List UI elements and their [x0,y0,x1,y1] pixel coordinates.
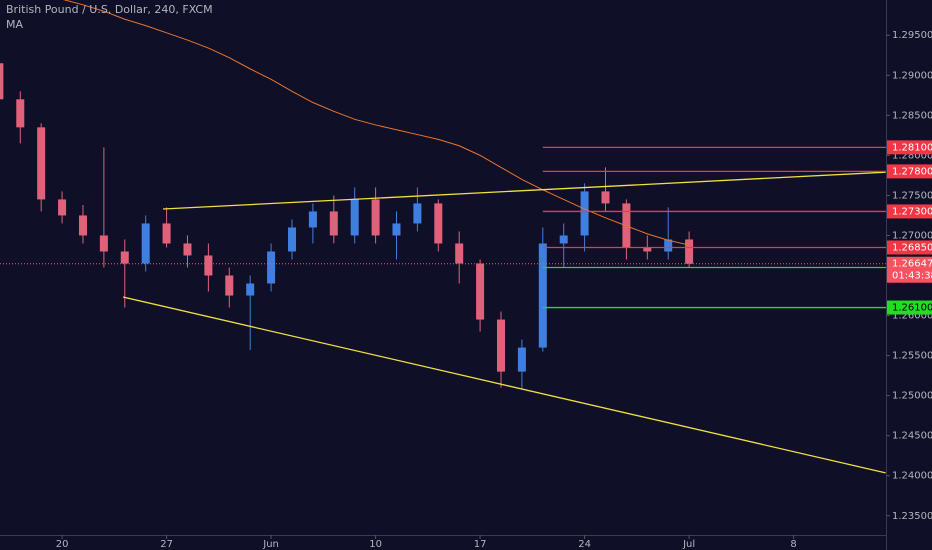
candle-body [685,239,694,264]
x-tick-label: 10 [369,539,382,550]
candle-body [225,275,234,296]
candle-body [643,247,652,252]
candle-body [58,199,67,216]
candle-body [267,251,276,284]
candle-body [141,223,150,264]
trend-line [122,296,886,474]
level-label: 1.26850 [892,242,932,253]
candle-body [371,199,380,236]
level-label-box [887,164,932,179]
level-label-box [887,140,932,155]
candle-body [434,203,443,244]
candle-body [538,243,547,348]
x-tick-label: 17 [474,539,487,550]
x-tick-label: 20 [56,539,69,550]
x-tick-label: 8 [790,539,796,550]
candle-body [392,223,401,236]
y-tick-label: 1.26000 [892,311,932,322]
candle-body [559,235,568,244]
candle-body [246,283,255,296]
y-tick-label: 1.25000 [892,391,932,402]
level-label: 1.27800 [892,166,932,177]
y-tick-label: 1.28000 [892,150,932,161]
level-label: 1.26100 [892,303,932,314]
x-tick-label: 24 [578,539,591,550]
candle-body [78,215,87,236]
candle-body [329,211,338,236]
plot-area [0,0,886,474]
trend-line [162,171,886,210]
candle-body [455,243,464,264]
y-tick-label: 1.27000 [892,230,932,241]
candle-body [350,199,359,236]
candle-body [99,235,108,252]
y-tick-label: 1.23500 [892,511,932,522]
candle-body [16,99,25,128]
level-label-box [887,240,932,255]
candle-body [120,251,129,264]
level-label: 1.27300 [892,206,932,217]
candle-body [183,243,192,256]
level-label-box [887,204,932,219]
ma-line [63,0,690,246]
candle-body [476,263,485,320]
candle-body [413,203,422,224]
y-tick-label: 1.29000 [892,70,932,81]
y-tick-label: 1.27500 [892,190,932,201]
candle-body [601,191,610,204]
x-tick-label: Jul [682,539,695,550]
x-tick-label: 27 [160,539,173,550]
candle-body [664,239,673,252]
candle-body [0,63,4,100]
chart-title: British Pound / U.S. Dollar, 240, FXCM [6,3,213,16]
y-tick-label: 1.24000 [892,471,932,482]
level-label-box [887,300,932,315]
y-tick-label: 1.24500 [892,431,932,442]
candle-body [517,347,526,372]
candle-body [37,127,46,200]
candle-body [308,211,317,228]
countdown-label: 01:43:38 [892,271,932,282]
level-label: 1.28100 [892,142,932,153]
candle-body [497,319,506,372]
current-price-label: 1.26647 [892,259,932,270]
candle-body [204,255,213,276]
y-tick-label: 1.25500 [892,351,932,362]
y-tick-label: 1.29500 [892,30,932,41]
indicator-label: MA [6,18,23,31]
y-tick-label: 1.28500 [892,110,932,121]
x-tick-label: Jun [262,539,279,550]
candle-body [580,191,589,236]
candle-body [287,227,296,252]
candle-body [162,223,171,244]
current-price-box [887,256,932,283]
